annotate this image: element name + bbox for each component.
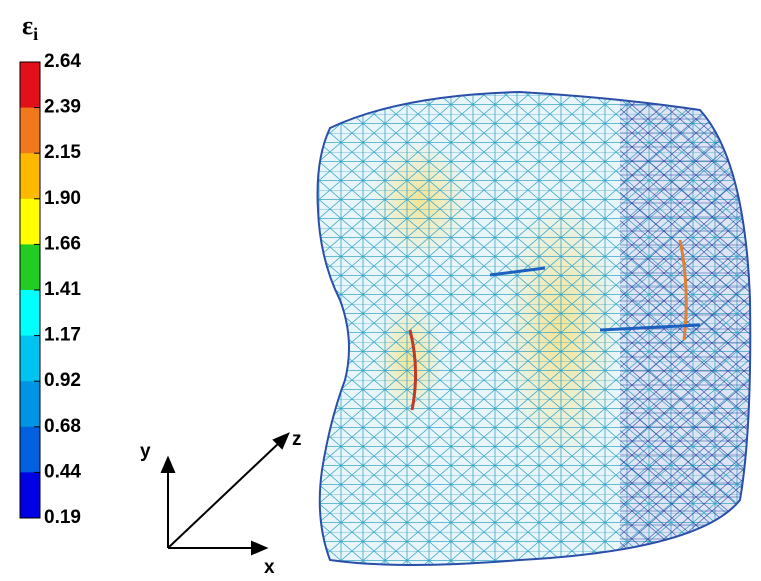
colorbar-tick-label: 1.90	[44, 188, 81, 209]
x-axis-label: x	[264, 557, 275, 576]
z-axis-label: z	[292, 429, 302, 450]
colorbar: 2.64 2.39 2.15 1.90 1.66 1.41 1.17 0.92 0.68 0.44…	[20, 51, 81, 528]
colorbar-tick-label: 1.66	[44, 233, 81, 254]
y-axis-label: y	[140, 441, 151, 462]
colorbar-band	[20, 381, 40, 427]
colorbar-tick-label: 0.44	[44, 461, 81, 482]
axis-triad	[162, 434, 288, 554]
colorbar-band	[20, 290, 40, 336]
colorbar-band	[20, 244, 40, 290]
colorbar-symbol: ε	[22, 11, 33, 40]
colorbar-tick-label: 0.92	[44, 370, 81, 391]
colorbar-band	[20, 427, 40, 473]
colorbar-band	[20, 199, 40, 245]
colorbar-tick-label: 2.64	[44, 51, 81, 72]
figure: 2.64 2.39 2.15 1.90 1.66 1.41 1.17 0.92 0.68 0.44…	[0, 0, 761, 576]
colorbar-tick-label: 2.15	[44, 142, 81, 163]
colorbar-tick-label: 2.39	[44, 97, 81, 118]
colorbar-tick-label: 1.17	[44, 325, 81, 346]
colorbar-band	[20, 153, 40, 199]
colorbar-band	[20, 62, 40, 108]
colorbar-tick-label: 0.19	[44, 507, 81, 528]
mesh-surface	[300, 80, 760, 570]
colorbar-band	[20, 472, 40, 518]
colorbar-subscript: i	[33, 24, 38, 44]
colorbar-band	[20, 108, 40, 154]
colorbar-tick-label: 1.41	[44, 279, 81, 300]
colorbar-band	[20, 336, 40, 382]
colorbar-tick-label: 0.68	[44, 416, 81, 437]
colorbar-label: εi	[22, 11, 38, 44]
